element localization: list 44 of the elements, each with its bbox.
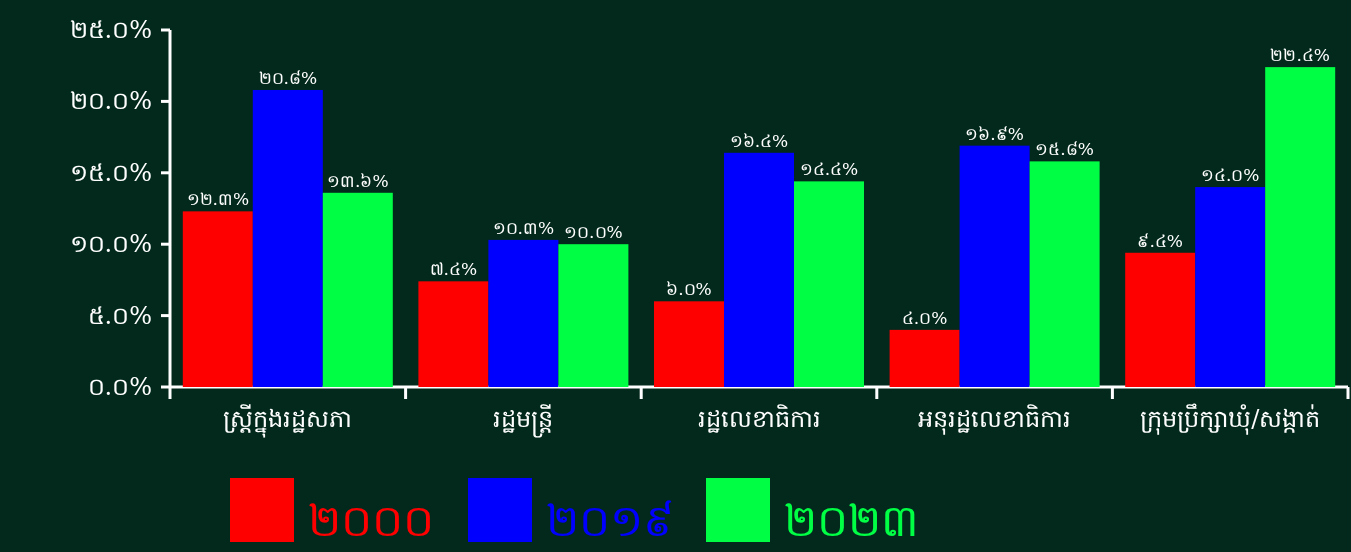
bar	[724, 152, 794, 387]
x-tick-label: រដ្ឋមន្ត្រី	[493, 404, 554, 438]
y-tick-label: ១០.០%	[69, 230, 152, 259]
data-label: ២២.៤%	[1270, 45, 1330, 66]
x-tick-label: អនុរដ្ឋលេខាធិការ	[918, 404, 1072, 435]
bar	[1265, 67, 1336, 387]
data-label: ១២.៣%	[186, 189, 250, 210]
bar	[1029, 161, 1100, 387]
y-tick-label: ២៥.០%	[69, 16, 152, 44]
y-tick-label: ៥.០%	[87, 301, 152, 330]
data-label: ១៣.៦%	[327, 170, 389, 191]
x-tick-label: ក្រុមប្រឹក្សាឃុំ/សង្កាត់	[1140, 403, 1321, 435]
y-tick-label: ១៥.០%	[69, 158, 152, 187]
data-label: ១០.០%	[564, 222, 623, 243]
data-label: ១៥.៨%	[1035, 139, 1094, 160]
bar	[959, 145, 1030, 387]
x-tick-label: ស្ត្រីក្នុងរដ្ឋសភា	[223, 404, 353, 438]
legend-label: ២០១៩	[546, 495, 674, 546]
data-label: ១៤.៤%	[799, 159, 859, 180]
bar	[488, 239, 559, 387]
data-label: ១០.៣%	[492, 217, 555, 238]
data-label: ១៦.៩%	[965, 123, 1024, 144]
bar	[252, 89, 323, 387]
bar	[794, 181, 864, 387]
data-label: ៧.៤%	[429, 259, 478, 280]
bar	[418, 281, 489, 387]
data-label: ៤.០%	[901, 307, 948, 328]
bar	[1125, 252, 1196, 387]
legend-label: ២០០០	[308, 495, 434, 546]
x-tick-label: រដ្ឋលេខាធិការ	[697, 404, 821, 433]
bar	[889, 329, 960, 387]
data-label: ៦.០%	[666, 279, 712, 300]
legend-label: ២០២៣	[784, 495, 919, 546]
bar	[182, 211, 253, 387]
bar	[654, 301, 724, 387]
data-label: ១៦.៤%	[729, 130, 789, 151]
data-label: ១៤.០%	[1200, 165, 1260, 186]
y-tick-label: ០.០%	[87, 373, 152, 401]
bar	[1195, 187, 1266, 387]
bar	[558, 244, 629, 387]
y-tick-label: ២០.០%	[69, 87, 152, 116]
data-label: ៩.៤%	[1137, 230, 1183, 251]
data-label: ២០.៨%	[258, 67, 318, 88]
bar	[322, 192, 393, 387]
